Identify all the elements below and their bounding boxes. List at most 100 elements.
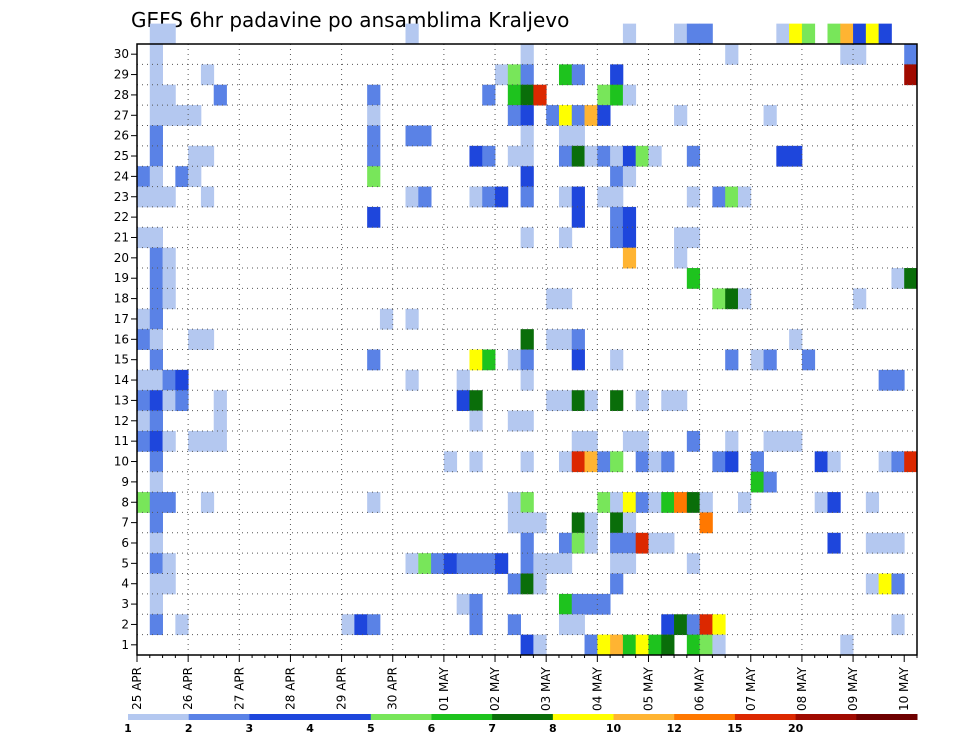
legend-swatch — [310, 714, 372, 720]
heatmap-cell — [610, 349, 624, 371]
heatmap-cell — [712, 288, 726, 310]
legend-swatch — [188, 714, 250, 720]
heatmap-cell — [162, 105, 176, 126]
y-tick-label: 6 — [121, 536, 129, 550]
heatmap-cell — [443, 553, 458, 574]
heatmap-cell — [137, 227, 151, 249]
heatmap-cell — [571, 125, 585, 147]
heatmap-cell — [405, 23, 419, 45]
heatmap-cell — [648, 145, 662, 167]
heatmap-cell — [137, 329, 151, 350]
y-tick-label: 28 — [114, 88, 129, 102]
heatmap-cell — [443, 451, 458, 473]
x-tick-label: 26 APR — [181, 667, 195, 710]
heatmap-cell — [904, 64, 918, 86]
heatmap-cell — [840, 634, 854, 656]
heatmap-cell — [610, 451, 624, 473]
heatmap-cell — [188, 329, 202, 350]
x-tick-label: 09 MAY — [846, 666, 860, 711]
heatmap-cell — [686, 23, 701, 45]
heatmap-cell — [686, 145, 701, 167]
heatmap-cell — [495, 64, 509, 86]
heatmap-cell — [546, 390, 560, 411]
legend-label: 5 — [367, 722, 375, 735]
heatmap-cell — [354, 614, 368, 636]
heatmap-cell — [622, 145, 637, 167]
legend-label: 10 — [606, 722, 622, 735]
heatmap-cell — [162, 369, 176, 391]
heatmap-cell — [674, 105, 688, 126]
heatmap-cell — [610, 390, 624, 411]
heatmap-cell — [507, 410, 522, 432]
heatmap-cell — [622, 227, 637, 249]
heatmap-cell — [149, 410, 163, 432]
heatmap-cell — [520, 105, 534, 126]
heatmap-cell — [149, 166, 163, 187]
heatmap-cell — [162, 492, 176, 513]
heatmap-cell — [188, 145, 202, 167]
heatmap-cell — [891, 614, 905, 636]
heatmap-cell — [456, 553, 470, 574]
heatmap-cell — [469, 145, 483, 167]
heatmap-cell — [367, 614, 381, 636]
legend-swatch — [370, 714, 432, 720]
heatmap-cell — [737, 492, 752, 513]
heatmap-cell — [507, 512, 522, 534]
heatmap-cell — [661, 390, 675, 411]
heatmap-cell — [149, 349, 163, 371]
y-tick-label: 22 — [114, 210, 129, 224]
legend-swatch — [613, 714, 675, 720]
heatmap-cell — [137, 166, 151, 187]
y-tick-label: 3 — [121, 597, 129, 611]
heatmap-cell — [571, 512, 585, 534]
heatmap-cell — [661, 451, 675, 473]
heatmap-cell — [712, 186, 726, 208]
heatmap-cell — [558, 451, 573, 473]
y-tick-label: 2 — [121, 617, 129, 631]
x-tick-label: 03 MAY — [539, 666, 553, 711]
heatmap-cell — [149, 553, 163, 574]
heatmap-cell — [367, 492, 381, 513]
heatmap-cell — [686, 227, 701, 249]
heatmap-cell — [686, 553, 701, 574]
x-tick-label: 06 MAY — [693, 666, 707, 711]
heatmap-cell — [456, 369, 470, 391]
heatmap-cell — [904, 44, 918, 65]
heatmap-cell — [610, 573, 624, 595]
heatmap-cell — [162, 84, 176, 106]
heatmap-cell — [622, 23, 637, 45]
x-tick-label: 30 APR — [386, 667, 400, 710]
heatmap-cell — [482, 553, 496, 574]
heatmap-cell — [431, 553, 445, 574]
x-tick-label: 29 APR — [335, 667, 349, 710]
heatmap-cell — [891, 532, 905, 554]
heatmap-cell — [597, 593, 611, 615]
heatmap-cell — [674, 227, 688, 249]
heatmap-cell — [558, 64, 573, 86]
heatmap-cell — [367, 125, 381, 147]
legend-label: 12 — [667, 722, 682, 735]
heatmap-cell — [546, 288, 560, 310]
heatmap-cell — [149, 573, 163, 595]
y-tick-label: 20 — [114, 251, 129, 265]
heatmap-cell — [200, 145, 215, 167]
heatmap-cell — [878, 573, 892, 595]
heatmap-cell — [520, 329, 534, 350]
heatmap-cell — [699, 512, 713, 534]
heatmap-cell — [558, 125, 573, 147]
heatmap-cell — [635, 492, 649, 513]
heatmap-cell — [686, 614, 701, 636]
y-tick-label: 21 — [114, 230, 129, 244]
legend-label: 2 — [185, 722, 193, 735]
heatmap-cell — [162, 268, 176, 289]
heatmap-cell — [865, 23, 880, 45]
heatmap-cell — [853, 44, 867, 65]
heatmap-cell — [610, 227, 624, 249]
x-tick-label: 02 MAY — [488, 666, 502, 711]
heatmap-cell — [610, 166, 624, 187]
heatmap-cell — [469, 593, 483, 615]
heatmap-cell — [507, 64, 522, 86]
legend-swatch — [492, 714, 554, 720]
x-tick-label: 08 MAY — [795, 666, 809, 711]
y-tick-label: 16 — [114, 332, 129, 346]
